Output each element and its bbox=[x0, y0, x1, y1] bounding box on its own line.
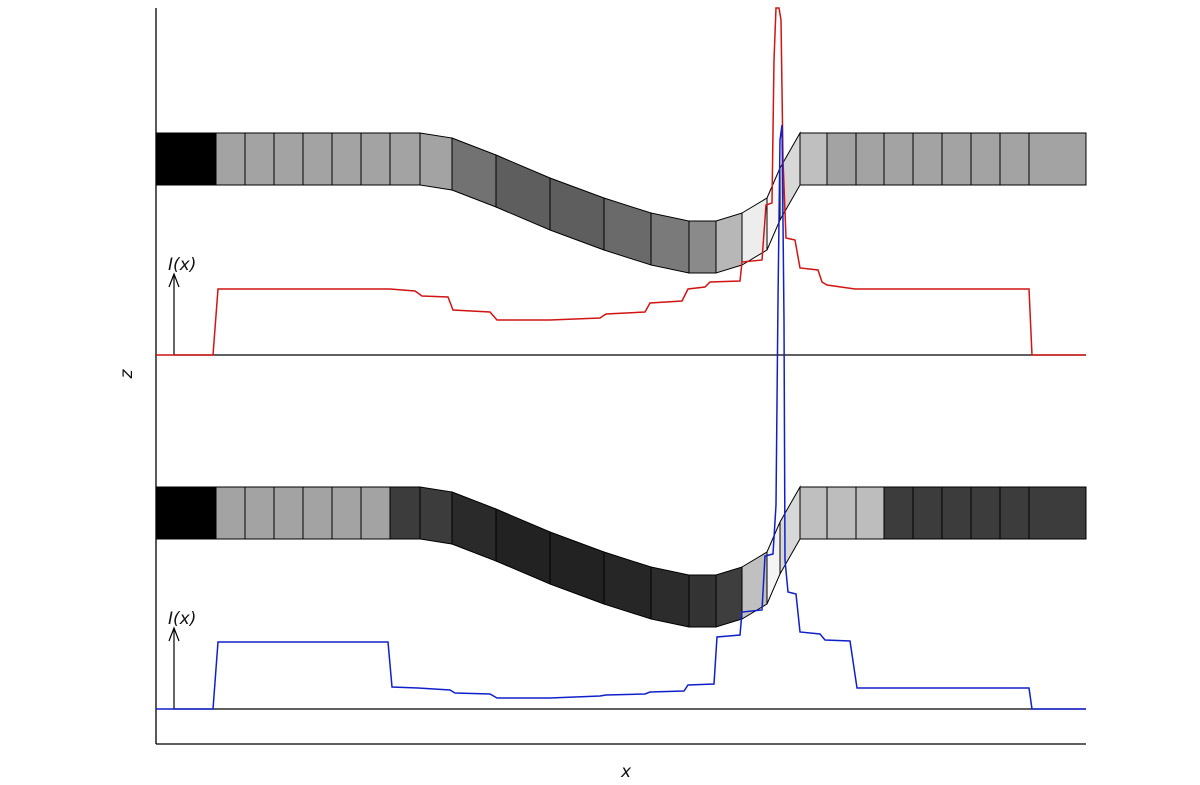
waveguide-cell bbox=[883, 132, 914, 186]
waveguide-cell bbox=[941, 132, 972, 186]
top-intensity-trace bbox=[156, 7, 1086, 356]
z-axis-label: z bbox=[117, 368, 137, 379]
top-intensity-arrow-icon bbox=[168, 272, 180, 288]
waveguide-cell bbox=[688, 220, 717, 274]
waveguide-cell bbox=[419, 132, 453, 191]
waveguide-cell bbox=[855, 132, 885, 186]
waveguide-cell bbox=[912, 486, 943, 540]
waveguide-cell bbox=[799, 132, 828, 186]
waveguide-cell bbox=[603, 197, 652, 266]
waveguide-cell bbox=[1028, 486, 1087, 540]
waveguide-cell bbox=[451, 137, 497, 208]
waveguide-cell bbox=[302, 132, 333, 186]
waveguide-cell bbox=[155, 132, 217, 186]
waveguide-cell bbox=[495, 508, 551, 585]
waveguide-cell bbox=[970, 486, 1001, 540]
waveguide-cell bbox=[419, 486, 453, 545]
waveguide-cell bbox=[779, 485, 801, 576]
waveguide-cell bbox=[799, 486, 828, 540]
waveguide-cell bbox=[273, 132, 304, 186]
waveguide-cell bbox=[273, 486, 304, 540]
waveguide-cell bbox=[650, 566, 690, 628]
x-axis-label: x bbox=[620, 762, 632, 782]
waveguide-cell bbox=[999, 132, 1030, 186]
top-panel: I(x) bbox=[155, 7, 1087, 356]
waveguide-cell bbox=[155, 486, 217, 540]
top-waveguide-cells bbox=[155, 131, 1087, 274]
bottom-panel: I(x) bbox=[155, 124, 1087, 710]
waveguide-cell bbox=[331, 132, 362, 186]
waveguide-cell bbox=[999, 486, 1030, 540]
waveguide-cell bbox=[244, 486, 275, 540]
waveguide-cell bbox=[941, 486, 972, 540]
waveguide-cell bbox=[826, 486, 857, 540]
bottom-waveguide-cells bbox=[155, 485, 1087, 628]
waveguide-cell bbox=[360, 486, 391, 540]
bottom-intensity-label: I(x) bbox=[168, 609, 196, 629]
waveguide-cell bbox=[970, 132, 1001, 186]
waveguide-cell bbox=[1028, 132, 1087, 186]
waveguide-cell bbox=[715, 566, 743, 628]
waveguide-cell bbox=[360, 132, 391, 186]
waveguide-cell bbox=[215, 132, 246, 186]
waveguide-cell bbox=[389, 486, 421, 540]
bottom-intensity-trace bbox=[156, 124, 1086, 710]
waveguide-cell bbox=[883, 486, 914, 540]
waveguide-cell bbox=[331, 486, 362, 540]
waveguide-cell bbox=[244, 132, 275, 186]
waveguide-cell bbox=[451, 491, 497, 562]
waveguide-cell bbox=[495, 154, 551, 231]
bottom-intensity-arrow-icon bbox=[168, 626, 180, 642]
waveguide-cell bbox=[650, 212, 690, 274]
waveguide-cell bbox=[741, 197, 768, 266]
waveguide-cell bbox=[389, 132, 421, 186]
waveguide-cell bbox=[688, 574, 717, 628]
waveguide-cell bbox=[215, 486, 246, 540]
waveguide-cell bbox=[715, 212, 743, 274]
top-intensity-label: I(x) bbox=[168, 255, 196, 275]
waveguide-cell bbox=[302, 486, 333, 540]
waveguide-cell bbox=[855, 486, 885, 540]
waveguide-cell bbox=[912, 132, 943, 186]
waveguide-cell bbox=[603, 551, 652, 620]
waveguide-cell bbox=[549, 531, 605, 605]
waveguide-cell bbox=[549, 177, 605, 251]
waveguide-cell bbox=[826, 132, 857, 186]
